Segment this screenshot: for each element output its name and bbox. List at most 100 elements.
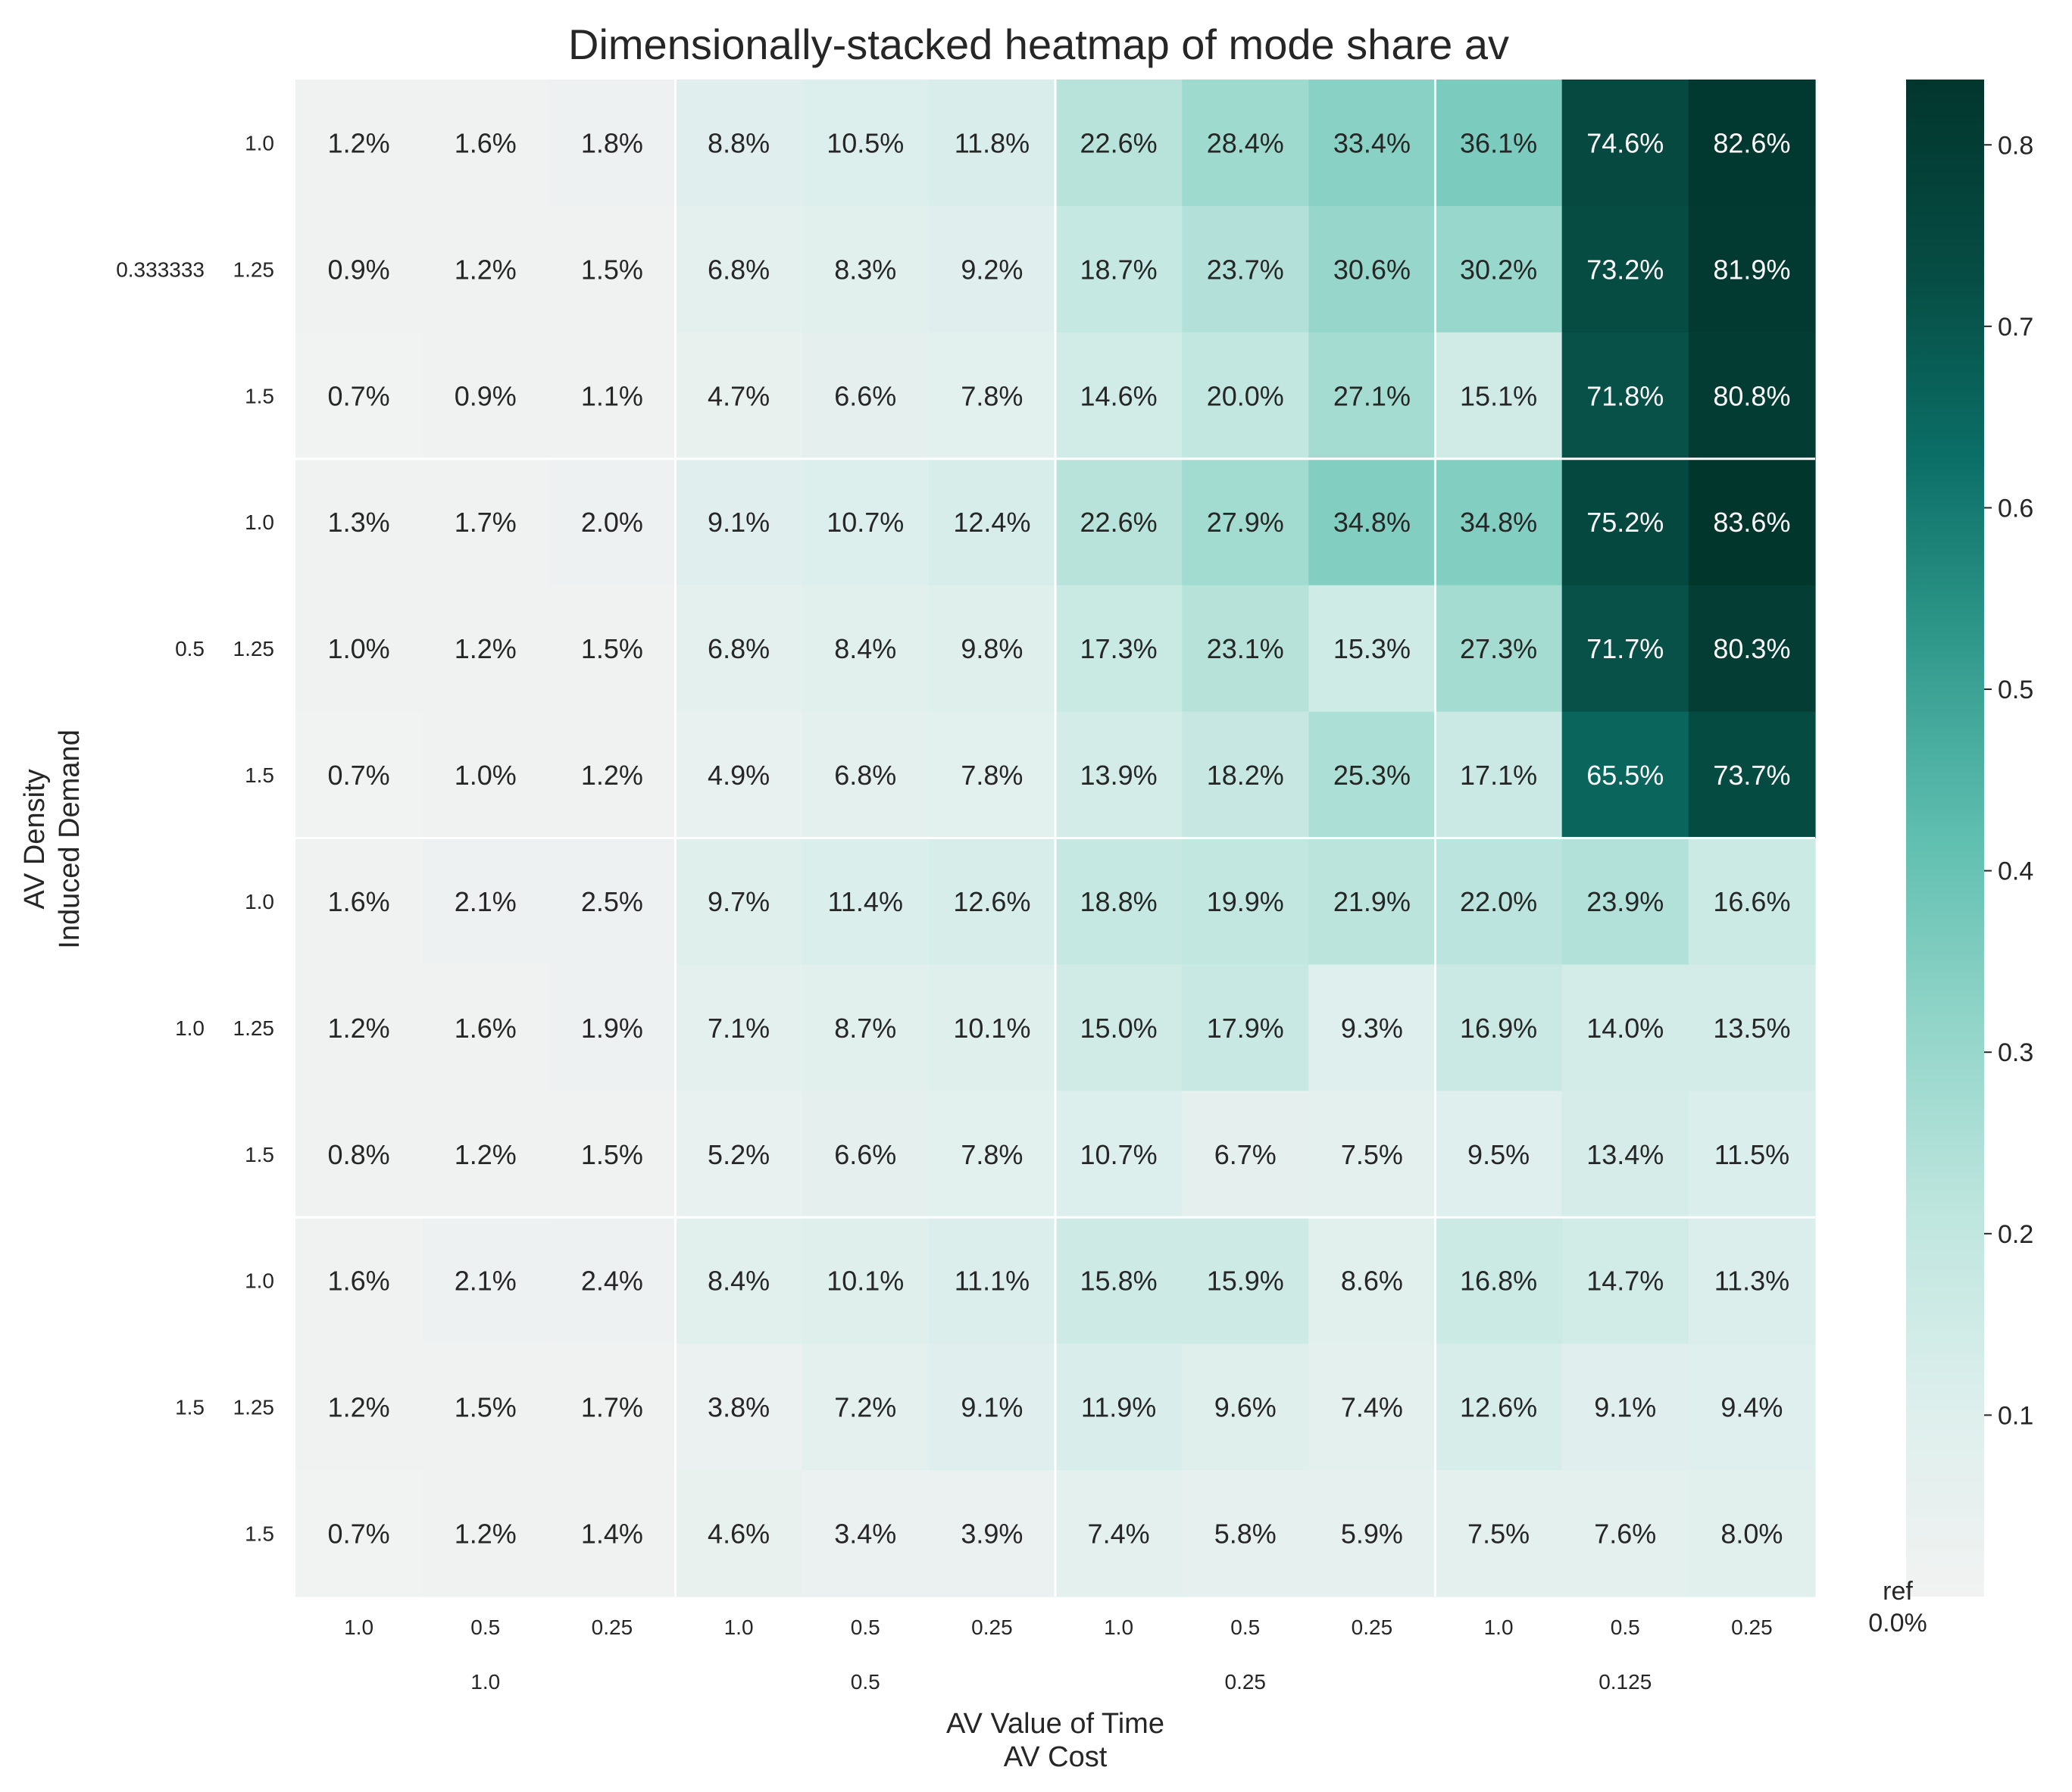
heatmap-cell xyxy=(1182,80,1309,207)
heatmap-cell xyxy=(295,1217,423,1344)
cell-value-label: 0.7% xyxy=(328,380,390,411)
colorbar-tick-label: 0.1 xyxy=(1998,1401,2033,1430)
x-outer-tick-labels: 1.0 0.5 0.25 0.125 xyxy=(470,1670,1652,1694)
heatmap-cell xyxy=(928,1091,1056,1218)
heatmap-cell xyxy=(295,838,423,966)
heatmap-cell xyxy=(548,458,677,586)
y-inner-tick-label: 1.0 xyxy=(245,890,274,913)
cell-value-label: 9.7% xyxy=(708,886,770,917)
group-separators xyxy=(295,80,1815,1597)
heatmap-cell xyxy=(548,1470,677,1597)
cell-value-label: 73.2% xyxy=(1586,254,1664,285)
heatmap-cell xyxy=(1435,1217,1563,1344)
cell-value-label: 7.8% xyxy=(961,760,1023,791)
heatmap-cell xyxy=(1688,838,1816,966)
heatmap-cell xyxy=(802,585,930,713)
heatmap-cell xyxy=(1182,1344,1309,1471)
cell-value-label: 1.7% xyxy=(581,1392,643,1423)
cell-value-label: 5.8% xyxy=(1214,1519,1277,1550)
cell-value-label: 11.1% xyxy=(955,1266,1030,1297)
cell-value-label: 1.6% xyxy=(455,1013,517,1044)
cell-value-label: 4.9% xyxy=(708,760,770,791)
cell-value-label: 25.3% xyxy=(1333,760,1411,791)
colorbar-ref-value-label: 0.0% xyxy=(1868,1609,1927,1637)
cell-value-label: 12.6% xyxy=(1460,1392,1537,1423)
heatmap-cell xyxy=(422,1344,549,1471)
heatmap-cell xyxy=(1435,332,1563,460)
heatmap-cell xyxy=(295,1344,423,1471)
cell-value-label: 8.6% xyxy=(1341,1266,1403,1297)
cell-value-label: 3.8% xyxy=(708,1392,770,1423)
cell-value-label: 27.3% xyxy=(1460,633,1537,664)
heatmap-cell xyxy=(1055,838,1183,966)
cell-value-label: 28.4% xyxy=(1207,127,1284,158)
y-outer-tick-label: 1.0 xyxy=(175,1016,205,1040)
heatmap-cell xyxy=(802,332,930,460)
cell-value-label: 21.9% xyxy=(1333,886,1411,917)
y-outer-tick-label: 0.333333 xyxy=(116,258,205,281)
cell-value-label: 6.8% xyxy=(708,633,770,664)
heatmap-cell xyxy=(1561,585,1689,713)
cell-value-label: 2.4% xyxy=(581,1266,643,1297)
y-inner-tick-label: 1.25 xyxy=(233,1016,275,1040)
heatmap-cell xyxy=(1561,1217,1689,1344)
cell-value-label: 1.2% xyxy=(455,633,517,664)
heatmap-cell xyxy=(675,205,803,333)
cell-value-label: 9.8% xyxy=(961,633,1023,664)
heatmap-cell xyxy=(548,205,677,333)
heatmap-cell xyxy=(295,205,423,333)
heatmap-cell xyxy=(1055,205,1183,333)
cell-value-label: 1.6% xyxy=(328,886,390,917)
heatmap-cell xyxy=(802,205,930,333)
x-axis-label-line-2: AV Cost xyxy=(1004,1741,1108,1773)
heatmap-cell xyxy=(422,80,549,207)
heatmap-cell xyxy=(1182,838,1309,966)
heatmap-cell xyxy=(1055,332,1183,460)
heatmap-cell xyxy=(422,585,549,713)
heatmap-cell xyxy=(1308,1470,1436,1597)
heatmap-cell xyxy=(675,711,803,839)
cell-value-label: 3.9% xyxy=(961,1519,1023,1550)
cell-value-label: 1.5% xyxy=(455,1392,517,1423)
heatmap-cell xyxy=(1435,585,1563,713)
cell-value-label: 0.9% xyxy=(455,380,517,411)
x-inner-tick-labels: 1.0 0.5 0.25 1.0 0.5 0.25 1.0 0.5 0.25 1.0 0.5 0.25 xyxy=(344,1616,1773,1639)
heatmap-cell xyxy=(675,964,803,1091)
heatmap-cell xyxy=(295,80,423,207)
heatmap-cell xyxy=(928,1344,1056,1471)
heatmap-cell xyxy=(295,1470,423,1597)
heatmap-cell xyxy=(1055,1470,1183,1597)
colorbar-tick-label: 0.4 xyxy=(1998,857,2033,886)
heatmap-cell xyxy=(1182,1217,1309,1344)
heatmap-cell xyxy=(802,80,930,207)
heatmap-cell xyxy=(928,1470,1056,1597)
heatmap-cell xyxy=(1308,1344,1436,1471)
x-axis-label: AV Value of Time AV Cost xyxy=(946,1708,1164,1773)
cell-value-label: 33.4% xyxy=(1333,127,1411,158)
cell-value-label: 1.2% xyxy=(328,1013,390,1044)
cell-value-label: 1.2% xyxy=(455,1519,517,1550)
cell-value-label: 8.7% xyxy=(834,1013,896,1044)
cell-value-label: 13.4% xyxy=(1586,1139,1664,1170)
cell-value-label: 9.2% xyxy=(961,254,1023,285)
cell-value-label: 1.2% xyxy=(581,760,643,791)
cell-value-label: 7.2% xyxy=(834,1392,896,1423)
cell-value-label: 7.1% xyxy=(708,1013,770,1044)
cell-value-label: 1.7% xyxy=(455,507,517,538)
cell-value-label: 15.1% xyxy=(1460,380,1537,411)
cell-value-label: 10.7% xyxy=(1080,1139,1158,1170)
cell-value-label: 15.8% xyxy=(1080,1266,1158,1297)
x-inner-tick-label: 0.5 xyxy=(1611,1616,1640,1639)
cell-value-label: 22.6% xyxy=(1080,127,1158,158)
heatmap-cell xyxy=(928,205,1056,333)
cell-value-label: 23.1% xyxy=(1207,633,1284,664)
cell-value-label: 15.3% xyxy=(1333,633,1411,664)
cell-value-label: 2.5% xyxy=(581,886,643,917)
heatmap-cell xyxy=(1055,80,1183,207)
heatmap-cell xyxy=(422,711,549,839)
heatmap-cell xyxy=(548,964,677,1091)
heatmap-cell xyxy=(1561,838,1689,966)
y-inner-tick-label: 1.0 xyxy=(245,1269,274,1293)
heatmap-cell xyxy=(1688,1470,1816,1597)
y-inner-tick-label: 1.25 xyxy=(233,637,275,660)
